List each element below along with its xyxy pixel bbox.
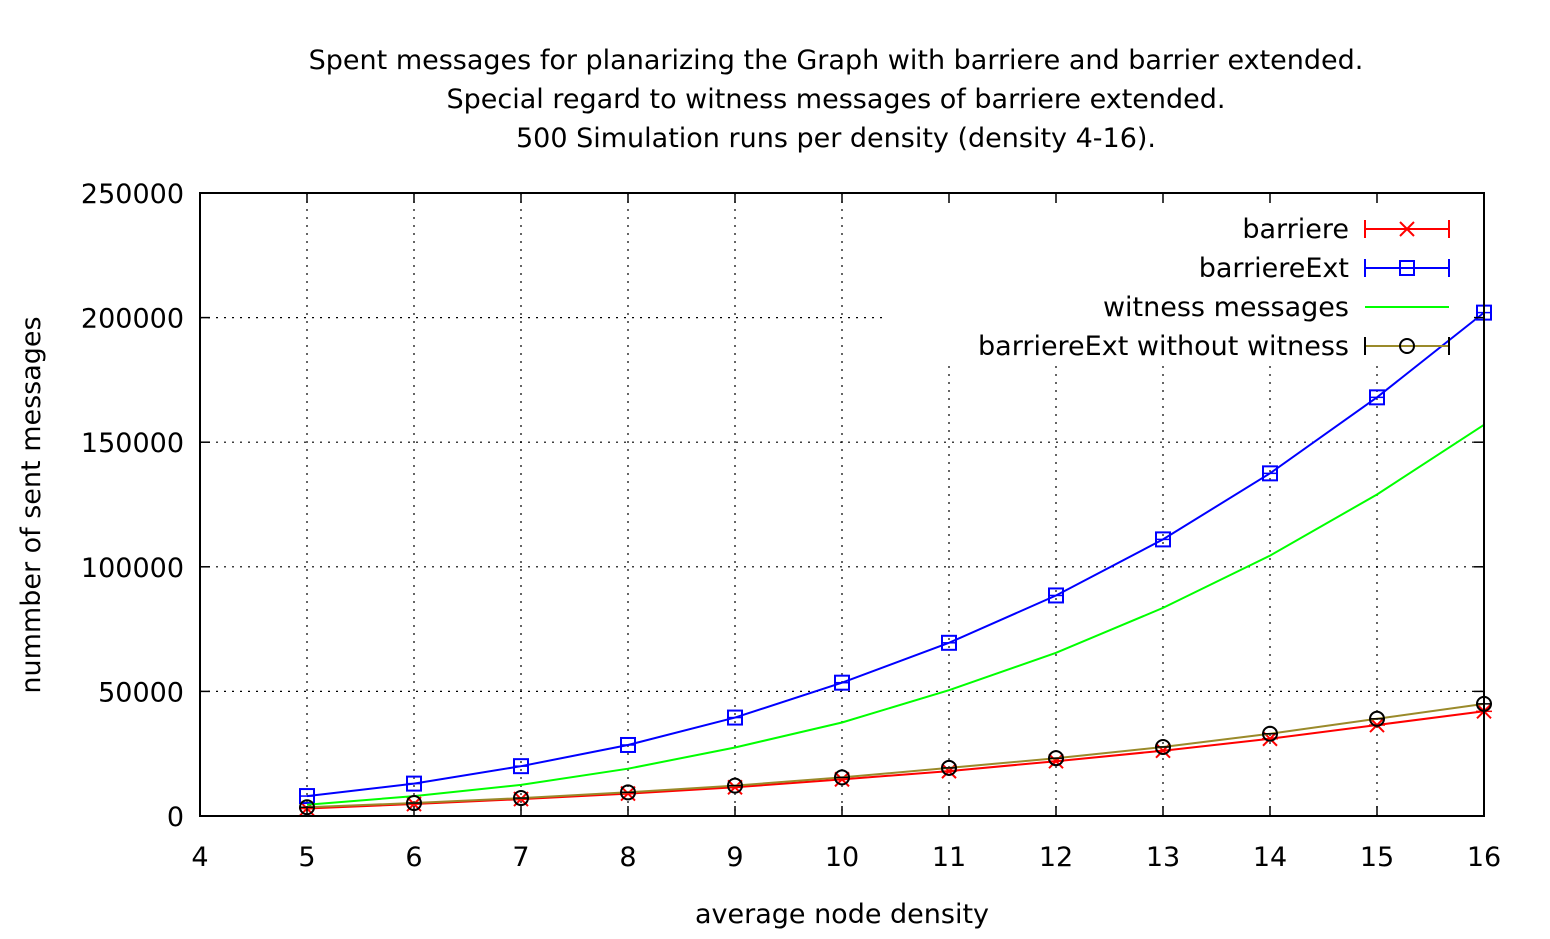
- data-point: [1155, 738, 1171, 755]
- x-tick-label: 12: [1039, 842, 1073, 873]
- legend: barriere barriereExt witness messages barri…: [978, 214, 1450, 362]
- series-layer: [299, 304, 1492, 817]
- data-point: [1048, 587, 1064, 604]
- x-tick-label: 13: [1146, 842, 1180, 873]
- data-point: [834, 769, 850, 786]
- legend-item-1: barriereExt: [1199, 253, 1450, 284]
- data-point: [1262, 465, 1278, 482]
- data-point: [620, 784, 636, 801]
- chart-title: Spent messages for planarizing the Graph…: [309, 45, 1364, 154]
- x-tick-label: 4: [191, 842, 208, 873]
- y-tick-label: 50000: [98, 677, 184, 708]
- y-tick-label: 200000: [81, 304, 184, 335]
- x-tick-label: 15: [1360, 842, 1394, 873]
- data-point: [620, 736, 636, 753]
- data-point: [941, 759, 957, 776]
- x-tick-label: 16: [1467, 842, 1501, 873]
- y-tick-label: 250000: [81, 179, 184, 210]
- legend-item-3: barriereExt without witness: [978, 331, 1450, 362]
- x-axis-label: average node density: [695, 899, 989, 930]
- data-point: [406, 775, 422, 792]
- data-point: [834, 674, 850, 691]
- x-tick-label: 10: [825, 842, 859, 873]
- chart-title-line-1: Spent messages for planarizing the Graph…: [309, 45, 1364, 76]
- legend-label: barriereExt without witness: [978, 331, 1349, 362]
- data-point: [1262, 725, 1278, 742]
- data-point: [1048, 750, 1064, 767]
- data-point: [1155, 531, 1171, 548]
- series-line: [306, 423, 1485, 806]
- x-tick-label: 6: [405, 842, 422, 873]
- legend-marker: [1399, 260, 1415, 276]
- data-point: [1369, 389, 1385, 406]
- data-point: [513, 758, 529, 775]
- x-tick-label: 11: [932, 842, 966, 873]
- data-point: [1048, 753, 1064, 769]
- grid: [200, 193, 1484, 816]
- y-tick-label: 150000: [81, 428, 184, 459]
- y-axis-label: nummber of sent messages: [16, 316, 47, 693]
- series-0: [299, 703, 1492, 817]
- legend-label: witness messages: [1103, 292, 1349, 323]
- legend-label: barriereExt: [1199, 253, 1349, 284]
- chart-title-line-3: 500 Simulation runs per density (density…: [516, 123, 1156, 154]
- legend-marker: [1399, 338, 1415, 354]
- series-1: [299, 304, 1492, 805]
- y-tick-label: 100000: [81, 553, 184, 584]
- x-tick-label: 8: [619, 842, 636, 873]
- legend-item-2: witness messages: [1103, 292, 1449, 323]
- series-3: [299, 695, 1492, 816]
- data-point: [1369, 710, 1385, 727]
- x-tick-label: 14: [1253, 842, 1287, 873]
- axis-ticks: 4 5 6 7 8 9 10 11 12 13 14 15 16 0 50000 100000 150000 20…: [81, 179, 1501, 873]
- legend-marker: [1399, 221, 1415, 237]
- data-point: [513, 790, 529, 807]
- y-tick-label: 0: [167, 802, 184, 833]
- series-line: [306, 311, 1485, 798]
- legend-label: barriere: [1242, 214, 1349, 245]
- data-point: [727, 709, 743, 726]
- data-point: [299, 788, 315, 805]
- x-tick-label: 9: [726, 842, 743, 873]
- data-point: [941, 634, 957, 651]
- x-tick-label: 5: [298, 842, 315, 873]
- series-line: [306, 702, 1485, 809]
- legend-item-0: barriere: [1242, 214, 1450, 245]
- chart-title-line-2: Special regard to witness messages of ba…: [446, 84, 1225, 115]
- data-point: [834, 771, 850, 788]
- x-tick-label: 7: [512, 842, 529, 873]
- data-point: [727, 777, 743, 794]
- series-line: [306, 710, 1485, 810]
- series-2: [306, 423, 1485, 806]
